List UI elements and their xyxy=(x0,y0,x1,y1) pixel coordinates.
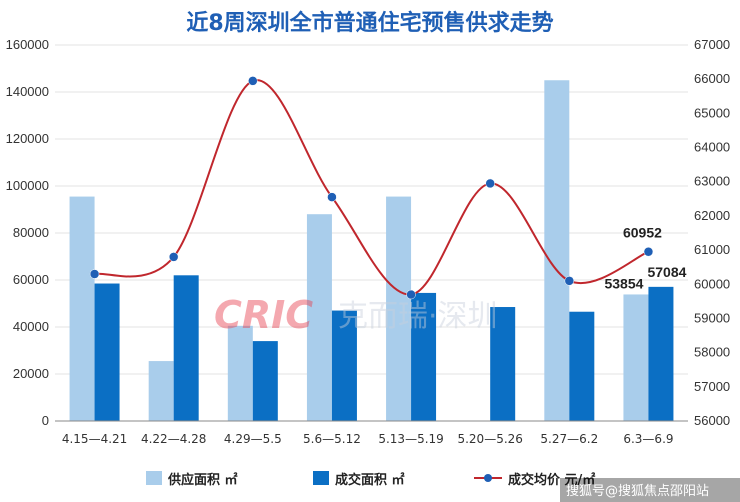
y-right-tick-label: 60000 xyxy=(694,276,730,291)
y-right-tick-label: 57000 xyxy=(694,379,730,394)
x-tick-label: 5.6—5.12 xyxy=(303,432,361,446)
price-point xyxy=(564,276,575,286)
price-points xyxy=(89,76,654,300)
gridlines xyxy=(55,44,688,375)
x-tick-label: 4.22—4.28 xyxy=(141,432,206,446)
price-point xyxy=(485,178,495,189)
supply-bar xyxy=(227,325,253,421)
deal-bar xyxy=(94,283,120,421)
price-point xyxy=(406,289,416,300)
legend-label-deal: 成交面积 ㎡ xyxy=(335,472,405,488)
price-point xyxy=(248,76,258,86)
legend-item-supply: 供应面积 ㎡ xyxy=(146,471,238,488)
y-right-tick-label: 64000 xyxy=(694,140,730,155)
deal-bar xyxy=(173,275,199,421)
supply-bar xyxy=(306,214,332,421)
y-left-tick-label: 20000 xyxy=(13,366,49,381)
legend-item-price: 成交均价 元/㎡ xyxy=(474,472,595,488)
supply-bar xyxy=(544,80,570,421)
bars xyxy=(69,80,674,421)
y-left-tick-label: 120000 xyxy=(6,131,49,146)
price-point xyxy=(168,252,179,262)
y-left-tick-label: 140000 xyxy=(6,84,49,99)
watermark: CRIC 克而瑞·深圳 xyxy=(214,293,498,337)
watermark-logo: CRIC xyxy=(214,293,313,337)
price-line-path xyxy=(94,79,649,296)
chart-title: 近8周深圳全市普通住宅预售供求走势 xyxy=(186,10,553,36)
deal-bar xyxy=(569,311,595,421)
price-point xyxy=(89,269,100,279)
legend: 供应面积 ㎡ 成交面积 ㎡ 成交均价 元/㎡ xyxy=(146,471,595,488)
y-right-tick-label: 59000 xyxy=(694,310,730,325)
watermark-text: 克而瑞·深圳 xyxy=(338,299,498,334)
price-point xyxy=(327,192,337,202)
supply-bar xyxy=(69,196,95,421)
y-left-tick-label: 40000 xyxy=(13,319,49,334)
y-left-tick-label: 80000 xyxy=(13,225,49,240)
x-tick-label: 5.27—6.2 xyxy=(540,432,598,446)
y-right-tick-label: 67000 xyxy=(694,37,730,52)
y-right-tick-label: 62000 xyxy=(694,208,730,223)
y-right-tick-label: 63000 xyxy=(694,174,730,189)
corner-text: 搜狐号@搜狐焦点邵阳站 xyxy=(566,484,709,499)
x-axis: 4.15—4.21 4.22—4.28 4.29—5.5 5.6—5.12 5.13—5… xyxy=(55,420,688,446)
data-label: 53854 xyxy=(604,275,643,291)
supply-bar xyxy=(148,361,174,421)
legend-marker-price xyxy=(484,474,492,482)
y-right-tick-label: 61000 xyxy=(694,242,730,257)
y-right-tick-label: 56000 xyxy=(694,413,730,428)
data-label: 57084 xyxy=(647,264,686,280)
deal-bar xyxy=(331,310,357,421)
y-axis-left: 0 20000 40000 60000 80000 100000 120000 140000 1… xyxy=(6,37,49,428)
y-left-tick-label: 60000 xyxy=(13,272,49,287)
supply-bar xyxy=(623,294,649,421)
legend-item-deal: 成交面积 ㎡ xyxy=(313,471,405,488)
legend-swatch-deal xyxy=(313,471,329,485)
legend-label-supply: 供应面积 ㎡ xyxy=(167,472,238,488)
legend-label-price: 成交均价 元/㎡ xyxy=(508,472,595,488)
x-tick-label: 6.3—6.9 xyxy=(623,432,673,446)
x-tick-label: 5.20—5.26 xyxy=(457,432,522,446)
deal-bar xyxy=(648,286,674,421)
y-left-tick-label: 160000 xyxy=(6,37,49,52)
y-right-tick-label: 58000 xyxy=(694,345,730,360)
x-tick-label: 4.29—5.5 xyxy=(224,432,282,446)
deal-bar xyxy=(411,292,437,421)
x-tick-label: 5.13—5.19 xyxy=(378,432,443,446)
deal-bar xyxy=(490,307,516,421)
y-right-tick-label: 66000 xyxy=(694,71,730,86)
price-line xyxy=(94,79,649,296)
y-axis-right: 56000 57000 58000 59000 60000 61000 62000 63000… xyxy=(694,37,730,428)
y-right-tick-label: 65000 xyxy=(694,105,730,120)
y-left-tick-label: 100000 xyxy=(6,178,49,193)
data-label: 60952 xyxy=(623,225,662,241)
y-left-tick-label: 0 xyxy=(42,413,49,428)
legend-swatch-supply xyxy=(146,471,162,485)
corner-overlay-bg xyxy=(560,478,740,502)
price-point xyxy=(643,246,654,257)
supply-bar xyxy=(386,196,412,421)
deal-bar xyxy=(252,341,278,421)
x-tick-label: 4.15—4.21 xyxy=(62,432,127,446)
